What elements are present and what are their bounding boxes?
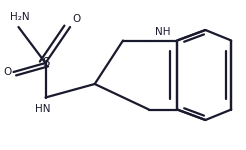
Text: H₂N: H₂N — [10, 12, 30, 22]
Text: HN: HN — [35, 104, 51, 114]
Text: O: O — [3, 67, 12, 77]
Text: O: O — [72, 14, 80, 24]
Text: S: S — [42, 57, 49, 69]
Text: NH: NH — [154, 27, 170, 37]
